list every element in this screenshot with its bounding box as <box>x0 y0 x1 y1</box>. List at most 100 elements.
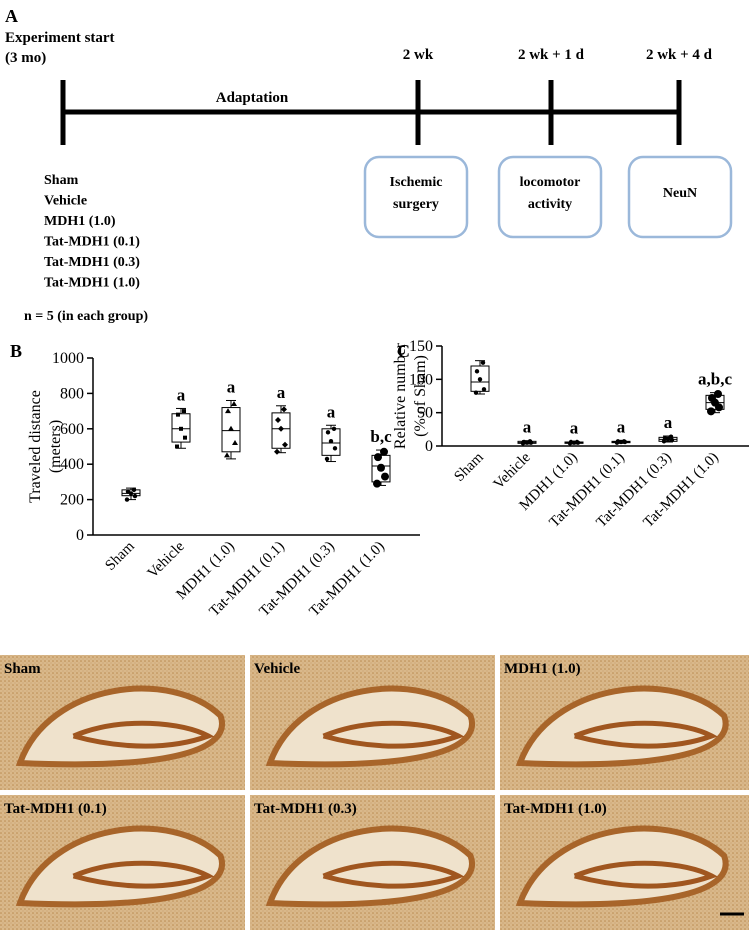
time-label: 2 wk + 4 d <box>646 47 713 63</box>
start-label: Experiment start <box>5 30 115 46</box>
point <box>707 407 715 416</box>
panel-label: C <box>397 341 410 361</box>
micrograph-label: MDH1 (1.0) <box>504 661 581 677</box>
y-tick-label: 0 <box>425 438 433 455</box>
step-label: Ischemic surgery <box>390 175 443 212</box>
point <box>275 416 281 423</box>
box <box>121 489 141 497</box>
point <box>175 444 179 449</box>
point <box>615 439 621 444</box>
sig-label: a <box>664 413 673 432</box>
sig-label: a <box>617 418 626 437</box>
y-axis-label: Traveled distance <box>27 390 44 503</box>
point <box>621 439 627 444</box>
sig-label: a <box>277 383 286 402</box>
sig-label: a <box>227 377 236 396</box>
point <box>480 360 486 365</box>
point <box>708 394 716 402</box>
point <box>377 463 385 472</box>
micrograph-label: Vehicle <box>254 661 300 677</box>
point <box>281 406 287 413</box>
step-label: NeuN <box>663 186 697 201</box>
y-axis-label: Relative number <box>392 342 409 449</box>
point <box>574 439 580 445</box>
point <box>661 439 667 444</box>
point <box>373 479 381 488</box>
point <box>231 401 237 407</box>
point <box>179 426 183 431</box>
micrograph-label: Sham <box>4 661 41 677</box>
time-label: 2 wk <box>403 47 434 63</box>
point <box>380 447 388 456</box>
start-label: (3 mo) <box>5 50 46 66</box>
point <box>325 430 331 435</box>
tissue-layer <box>72 720 215 749</box>
point <box>662 435 668 441</box>
point <box>324 456 330 462</box>
point <box>381 472 389 481</box>
point <box>278 425 284 432</box>
point <box>228 425 234 431</box>
point <box>481 387 487 392</box>
x-tick-label: Vehicle <box>491 449 534 492</box>
panel-label: A <box>5 6 18 26</box>
box <box>221 407 241 453</box>
group-label: Sham <box>44 173 79 188</box>
panel-label: B <box>10 341 22 361</box>
box <box>271 412 291 449</box>
y-tick-label: 50 <box>417 405 433 422</box>
point <box>328 438 334 444</box>
point <box>714 390 722 398</box>
group-label: Tat-MDH1 (0.3) <box>44 255 140 270</box>
point <box>568 439 574 445</box>
sig-label: a <box>570 418 579 437</box>
x-tick-label: Vehicle <box>145 538 188 581</box>
y-tick-label: 400 <box>60 456 84 473</box>
step-box <box>627 155 733 239</box>
point <box>473 390 479 395</box>
point <box>132 493 138 499</box>
point <box>176 412 180 417</box>
point <box>477 377 483 382</box>
time-label: 2 wk + 1 d <box>518 47 585 63</box>
box <box>321 428 341 456</box>
step-label: locomotor activity <box>520 175 581 212</box>
group-label: Tat-MDH1 (1.0) <box>44 276 140 291</box>
y-tick-label: 600 <box>60 421 84 438</box>
point <box>125 489 131 494</box>
point <box>331 426 337 431</box>
step-box <box>497 155 603 239</box>
group-label: Vehicle <box>44 194 87 209</box>
tissue-layer <box>72 860 215 889</box>
step-box <box>363 155 469 239</box>
phase-label: Adaptation <box>216 90 289 106</box>
group-label: Tat-MDH1 (0.1) <box>44 235 140 250</box>
n-note: n = 5 (in each group) <box>24 309 148 324</box>
tissue-layer <box>322 720 465 749</box>
point <box>527 439 533 444</box>
micrograph-label: Tat-MDH1 (0.3) <box>254 801 357 817</box>
x-tick-label: Sham <box>451 449 487 485</box>
point <box>274 448 280 455</box>
point <box>669 437 675 443</box>
y-axis-label: (% of Sham) <box>412 355 429 437</box>
point <box>521 439 527 445</box>
point <box>183 435 187 440</box>
point <box>332 446 338 451</box>
group-label: MDH1 (1.0) <box>44 214 116 229</box>
sig-label: a <box>177 385 186 404</box>
y-tick-label: 800 <box>60 385 84 402</box>
tissue-layer <box>573 720 718 749</box>
micrograph-label: Tat-MDH1 (0.1) <box>4 801 107 817</box>
point <box>182 409 186 414</box>
y-tick-label: 150 <box>409 338 433 355</box>
point <box>668 434 674 439</box>
tissue-layer <box>322 860 465 889</box>
point <box>124 497 130 502</box>
box <box>171 413 191 443</box>
y-tick-label: 1000 <box>52 350 84 367</box>
y-tick-label: 200 <box>60 492 84 509</box>
sig-label: b,c <box>370 427 392 446</box>
box <box>470 365 490 392</box>
